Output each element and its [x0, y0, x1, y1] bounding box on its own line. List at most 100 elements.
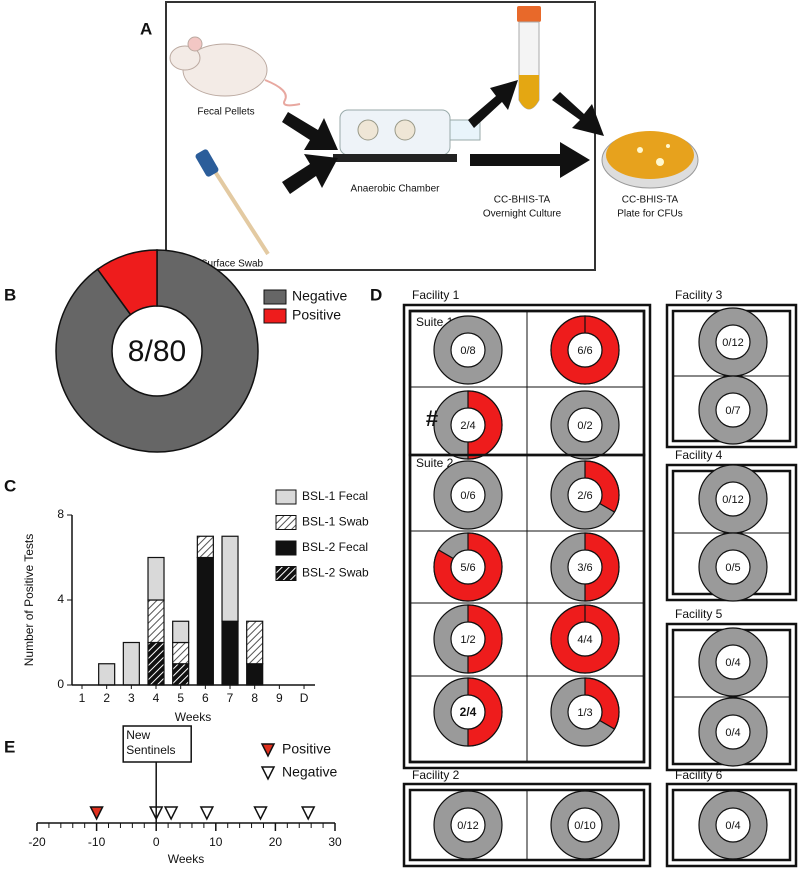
donut-label: 0/2	[577, 420, 592, 432]
legend-label: BSL-2 Fecal	[302, 540, 368, 554]
bar-segment	[147, 599, 165, 644]
panel-label: B	[4, 285, 16, 304]
x-tick-label: 6	[202, 691, 209, 705]
suite-label: Suite 2	[416, 456, 454, 470]
legend-swatch	[275, 566, 297, 581]
workflow-diagram: Fecal Pellets Surface Swab Anaerobic Cha…	[165, 1, 699, 271]
donut-hole	[450, 407, 486, 443]
plate-icon	[601, 131, 699, 189]
legend-label: Negative	[292, 288, 347, 304]
label: Fecal Pellets	[197, 107, 254, 118]
facility-box	[402, 303, 652, 770]
x-tick-label: 30	[328, 835, 342, 849]
label: Surface Swab	[201, 259, 264, 270]
donut-label: 1/3	[577, 707, 592, 719]
tube-icon	[517, 6, 541, 110]
y-tick-label: 8	[57, 507, 64, 521]
legend-marker	[260, 766, 276, 781]
x-tick-label: 8	[251, 691, 258, 705]
y-axis-label: Number of Positive Tests	[22, 534, 36, 667]
annotation-box	[122, 725, 192, 763]
donut-label: 0/4	[725, 820, 740, 832]
x-tick-label: 4	[153, 691, 160, 705]
donut-segment	[96, 249, 158, 316]
legend-label: BSL-1 Swab	[302, 515, 369, 529]
legend-swatch	[275, 489, 297, 505]
bar-segment	[172, 620, 190, 644]
bar-segment	[172, 641, 190, 665]
legend-label: BSL-2 Swab	[302, 566, 369, 580]
donut-hole	[567, 477, 603, 513]
timeline-point	[163, 806, 179, 821]
donut-label: 0/12	[457, 820, 478, 832]
facility-box	[402, 782, 652, 868]
donut-hole	[715, 644, 751, 680]
legend-swatch	[263, 308, 287, 324]
donut-hole	[450, 694, 486, 730]
donut-label: 0/4	[725, 657, 740, 669]
legend-swatch	[263, 289, 287, 305]
arrows	[282, 80, 604, 194]
x-tick-label: D	[300, 691, 309, 705]
x-tick-label: 5	[177, 691, 184, 705]
x-axis-label: Weeks	[175, 710, 211, 724]
donut-hole	[450, 477, 486, 513]
label: Anaerobic Chamber	[351, 184, 441, 195]
donut-label: 4/4	[577, 634, 592, 646]
legend-label: Positive	[282, 741, 331, 757]
bar-segment	[196, 556, 214, 686]
panel-label: E	[4, 737, 15, 756]
x-tick-label: 20	[269, 835, 283, 849]
donut-hole	[450, 332, 486, 368]
donut-label: 1/2	[460, 634, 475, 646]
note-mark: #	[426, 406, 438, 431]
x-tick-label: 3	[128, 691, 135, 705]
facility-box	[665, 782, 798, 868]
x-tick-label: 10	[209, 835, 223, 849]
donut-hole	[715, 549, 751, 585]
donut-label: 0/5	[725, 562, 740, 574]
facility-label: Facility 5	[675, 607, 723, 621]
donut-label: 6/6	[577, 345, 592, 357]
bar-segment	[147, 556, 165, 601]
facility-label: Facility 6	[675, 768, 723, 782]
legend-label: BSL-1 Fecal	[302, 489, 368, 503]
mouse-icon	[169, 36, 301, 107]
bar-segment	[246, 663, 264, 686]
swab-icon	[195, 149, 270, 256]
bar-segment	[196, 535, 214, 559]
label: Plate for CFUs	[617, 209, 683, 220]
facility-label: Facility 2	[412, 768, 460, 782]
label: Overnight Culture	[483, 209, 562, 220]
panel-label: C	[4, 476, 16, 495]
facility-box	[665, 622, 798, 772]
donut-label: 0/4	[725, 727, 740, 739]
x-tick-label: 9	[276, 691, 283, 705]
bar-segment	[172, 663, 190, 686]
legend-swatch	[275, 515, 297, 530]
y-tick-label: 4	[57, 592, 64, 606]
donut-label: 0/12	[722, 337, 743, 349]
bar-segment	[98, 663, 116, 686]
bar-segment	[246, 620, 264, 665]
donut-label: 0/12	[722, 494, 743, 506]
legend-marker	[260, 743, 276, 758]
donut-label: 2/6	[577, 490, 592, 502]
bar-segment	[147, 641, 165, 686]
donut-hole	[715, 807, 751, 843]
donut-hole	[567, 407, 603, 443]
timeline-point	[199, 806, 215, 821]
donut-hole	[715, 481, 751, 517]
facility-label: Facility 1	[412, 288, 460, 302]
x-axis-label: Weeks	[168, 852, 204, 866]
center-label: 8/80	[128, 335, 186, 368]
donut-hole	[567, 807, 603, 843]
y-tick-label: 0	[57, 677, 64, 691]
annotation-text: New	[126, 728, 150, 742]
donut-label: 0/8	[460, 345, 475, 357]
legend-label: Negative	[282, 764, 337, 780]
facility-label: Facility 3	[675, 288, 723, 302]
x-tick-label: -20	[28, 835, 46, 849]
bar-segment	[221, 535, 239, 622]
